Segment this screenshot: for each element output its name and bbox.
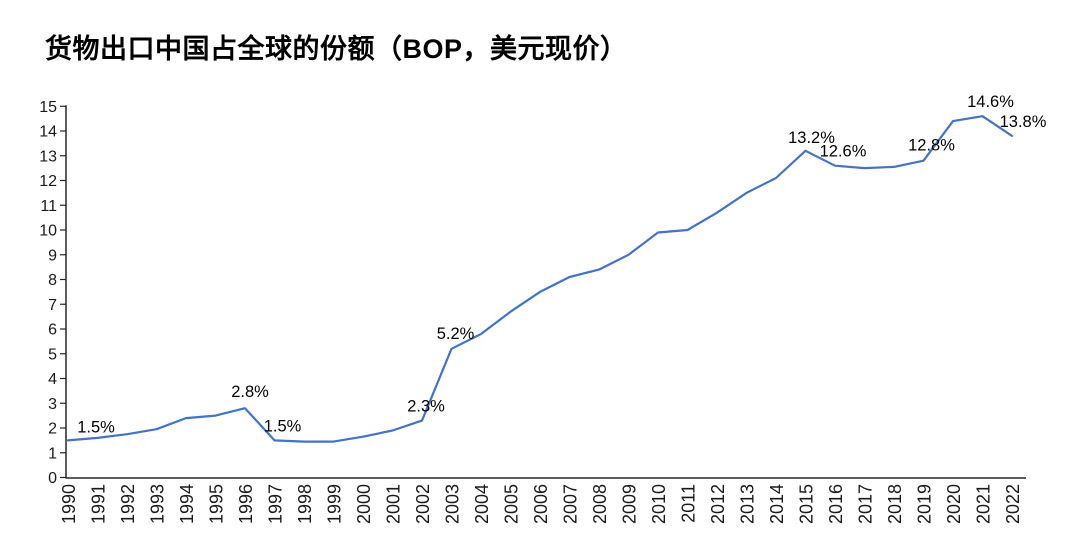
x-tick-label: 1994 — [177, 484, 197, 524]
x-tick-label: 1997 — [266, 484, 286, 524]
y-tick-label: 15 — [39, 99, 57, 116]
y-tick-label: 3 — [48, 396, 57, 413]
y-tick-label: 12 — [39, 173, 57, 190]
data-point-label: 12.8% — [908, 137, 955, 155]
y-tick-label: 7 — [48, 297, 57, 314]
y-tick-label: 4 — [48, 371, 57, 388]
data-point-label: 12.6% — [820, 143, 867, 161]
data-point-label: 13.8% — [1000, 113, 1047, 131]
y-tick-label: 6 — [48, 322, 57, 339]
y-tick-label: 14 — [39, 124, 57, 141]
data-point-label: 14.6% — [967, 93, 1014, 111]
x-tick-label: 1991 — [89, 484, 109, 524]
x-tick-label: 2001 — [384, 484, 404, 524]
x-tick-label: 2004 — [472, 484, 492, 524]
x-tick-label: 1992 — [118, 484, 138, 524]
x-tick-label: 2016 — [826, 484, 846, 524]
y-tick-label: 1 — [48, 445, 57, 462]
y-tick-label: 2 — [48, 421, 57, 438]
x-tick-label: 2005 — [502, 484, 522, 524]
x-tick-label: 2000 — [354, 484, 374, 524]
x-tick-label: 2007 — [561, 484, 581, 524]
y-tick-label: 5 — [48, 346, 57, 363]
y-tick-label: 11 — [40, 198, 57, 215]
x-tick-label: 2008 — [590, 484, 610, 524]
y-tick-label: 13 — [39, 148, 57, 165]
data-point-label: 5.2% — [437, 325, 475, 343]
x-tick-label: 2022 — [1003, 484, 1023, 524]
x-tick-label: 2003 — [443, 484, 463, 524]
x-tick-label: 2017 — [856, 484, 876, 524]
x-tick-label: 1999 — [325, 484, 345, 524]
data-point-label: 2.3% — [407, 398, 445, 416]
data-series-line — [66, 115, 1014, 443]
y-tick-label: 8 — [48, 272, 57, 289]
x-tick-label: 2021 — [974, 484, 994, 524]
x-tick-label: 1993 — [148, 484, 168, 524]
data-point-label: 1.5% — [77, 418, 115, 436]
data-point-label: 13.2% — [788, 129, 835, 147]
x-tick-label: 2011 — [679, 484, 699, 523]
x-tick-label: 2009 — [620, 484, 640, 524]
x-tick-label: 2015 — [797, 484, 817, 524]
x-tick-label: 2013 — [738, 484, 758, 524]
chart-title: 货物出口中国占全球的份额（BOP，美元现价） — [45, 34, 628, 64]
x-tick-label: 2018 — [885, 484, 905, 524]
x-tick-label: 1990 — [59, 484, 79, 524]
y-tick-label: 10 — [39, 223, 57, 240]
x-tick-label: 2019 — [915, 484, 935, 524]
x-tick-label: 2014 — [767, 484, 787, 524]
data-point-label: 1.5% — [264, 417, 302, 435]
x-tick-label: 1998 — [295, 484, 315, 524]
y-tick-label: 0 — [48, 470, 57, 487]
x-tick-label: 2006 — [531, 484, 551, 524]
x-tick-label: 2010 — [649, 484, 669, 524]
y-tick-label: 9 — [48, 247, 57, 264]
x-tick-label: 1996 — [236, 484, 256, 524]
data-point-label: 2.8% — [231, 383, 269, 401]
x-tick-label: 2012 — [708, 484, 728, 524]
x-tick-label: 2002 — [413, 484, 433, 524]
x-tick-label: 1995 — [207, 484, 227, 524]
x-tick-label: 2020 — [944, 484, 964, 524]
